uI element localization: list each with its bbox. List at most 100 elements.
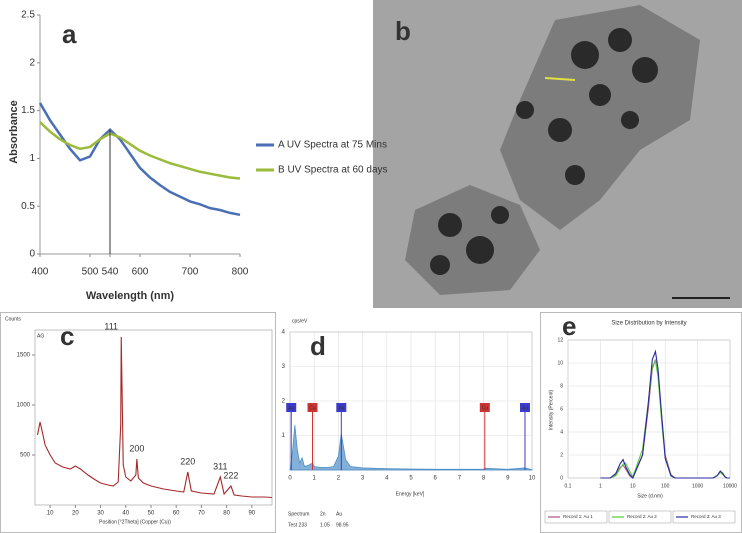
y-tick-label: 6 xyxy=(560,406,563,412)
y-axis-title: cps/eV xyxy=(292,318,308,324)
panel-label: c xyxy=(60,321,74,351)
table-cell: Test 233 xyxy=(288,522,307,528)
table-cell: Spectrum xyxy=(288,511,309,517)
legend-label: A UV Spectra at 75 Mins xyxy=(278,140,387,151)
panel-label: a xyxy=(62,19,77,49)
element-box xyxy=(307,403,318,412)
legend-label: B UV Spectra at 60 days xyxy=(278,165,388,176)
y-tick-label: 1.5 xyxy=(21,105,35,116)
y-tick-label: 1 xyxy=(29,153,35,164)
x-tick-label: 400 xyxy=(32,267,49,278)
y-tick-label: 2 xyxy=(560,452,563,458)
x-tick-label: 70 xyxy=(198,511,205,517)
legend-label: Record 2: Au 2 xyxy=(627,514,657,519)
peak-label: 311 xyxy=(213,461,227,471)
tem-image xyxy=(373,0,742,308)
y-tick-label: 0.5 xyxy=(21,201,35,212)
x-axis-title: Wavelength (nm) xyxy=(86,290,175,302)
y-tick-label: 2 xyxy=(282,399,286,405)
y-tick-label: 3 xyxy=(282,364,286,370)
x-tick-label: 90 xyxy=(248,511,255,517)
element-label: Au xyxy=(522,405,528,411)
x-tick-label: 60 xyxy=(173,511,180,517)
x-tick-label: 10 xyxy=(630,483,636,489)
y-tick-label: 8 xyxy=(560,383,563,389)
x-tick-label: 700 xyxy=(182,267,199,278)
series-line xyxy=(38,102,241,217)
panel-label: d xyxy=(310,331,326,361)
y-tick-label: 500 xyxy=(20,453,31,459)
x-tick-label: 20 xyxy=(72,511,79,517)
legend-box xyxy=(672,510,736,524)
x-axis-title: Size (d.nm) xyxy=(637,493,663,499)
y-tick-label: 1000 xyxy=(17,403,31,409)
element-label: Cu xyxy=(309,405,316,411)
chart-title: Size Distribution by Intensity xyxy=(611,321,686,327)
y-tick-label: 4 xyxy=(282,330,286,336)
plot-area xyxy=(34,329,273,506)
y-tick-label: 10 xyxy=(557,360,563,366)
table-cell: 98.95 xyxy=(336,522,349,528)
x-tick-label: 40 xyxy=(122,511,129,517)
series-line xyxy=(600,349,730,480)
element-box xyxy=(286,403,297,412)
y-tick-label: 0 xyxy=(29,249,35,260)
legend-label: Record 1: Au 1 xyxy=(563,514,593,519)
x-tick-label: 1 xyxy=(313,476,317,482)
table-cell: Au xyxy=(336,511,342,517)
x-axis-title: Energy [keV] xyxy=(396,491,425,497)
x-axis-title: Position [°2Theta] (Copper (Cu)) xyxy=(99,519,171,525)
x-tick-label: 10 xyxy=(529,476,536,482)
x-tick-label: 5 xyxy=(409,476,413,482)
x-tick-label: 10 xyxy=(47,511,54,517)
x-tick-label: 500 xyxy=(82,267,99,278)
x-tick-label: 2 xyxy=(337,476,341,482)
y-tick-label: 1500 xyxy=(17,353,31,359)
table-cell: 2n xyxy=(320,511,326,517)
peak-label: 111 xyxy=(104,321,118,331)
x-tick-label: 0 xyxy=(288,476,292,482)
peak-label: 200 xyxy=(129,443,144,453)
y-axis-title: Absorbance xyxy=(8,100,20,164)
legend-label: Record 3: Au 3 xyxy=(691,514,721,519)
peak-label: 222 xyxy=(223,470,238,480)
legend-box xyxy=(608,510,672,524)
x-tick-label: 10000 xyxy=(723,483,737,489)
series-line xyxy=(600,359,730,479)
y-tick-label: 12 xyxy=(557,337,563,343)
y-tick-label: 0 xyxy=(560,475,563,481)
element-box xyxy=(479,403,490,412)
corner-label: AG xyxy=(37,333,44,339)
x-tick-label: 3 xyxy=(361,476,365,482)
x-tick-label: 4 xyxy=(385,476,389,482)
peak-label: 220 xyxy=(180,456,195,466)
x-tick-label: 8 xyxy=(482,476,486,482)
x-tick-label: 30 xyxy=(97,511,104,517)
element-label: Au xyxy=(338,405,344,411)
x-tick-label: 7 xyxy=(458,476,462,482)
x-tick-label: 6 xyxy=(434,476,438,482)
series-line xyxy=(39,121,241,180)
y-tick-label: 4 xyxy=(560,429,563,435)
element-label: Au xyxy=(288,405,294,411)
y-tick-label: 1 xyxy=(282,433,286,439)
x-tick-label: 1 xyxy=(599,483,602,489)
x-tick-label: 600 xyxy=(132,267,149,278)
element-box xyxy=(519,403,530,412)
panel-label: b xyxy=(395,16,411,46)
x-tick-label: 80 xyxy=(223,511,230,517)
x-tick-label: 800 xyxy=(232,267,249,278)
x-tick-label: 50 xyxy=(148,511,155,517)
y-tick-label: 2.5 xyxy=(21,10,35,21)
y-tick-label: 2 xyxy=(29,57,35,68)
x-tick-label: 540 xyxy=(102,267,119,278)
element-box xyxy=(336,403,347,412)
x-tick-label: 100 xyxy=(661,483,670,489)
x-tick-label: 0.1 xyxy=(565,483,572,489)
y-axis-title: Counts xyxy=(5,316,21,322)
element-label: Cu xyxy=(482,405,489,411)
y-axis-title: Intensity (Percent) xyxy=(548,389,554,430)
legend-box xyxy=(544,510,608,524)
table-cell: 1.05 xyxy=(320,522,330,528)
